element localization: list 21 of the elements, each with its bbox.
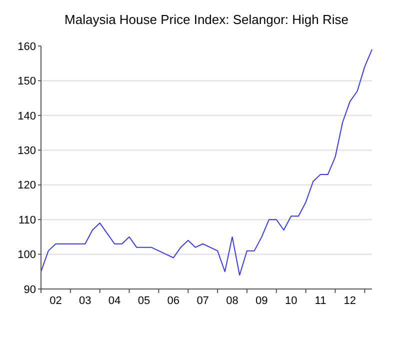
chart-title: Malaysia House Price Index: Selangor: High Rise (64, 12, 348, 27)
y-tick-label: 120 (18, 180, 36, 192)
y-tick-label: 130 (18, 144, 36, 157)
y-tick-label: 150 (18, 76, 36, 88)
x-tick-label: 10 (284, 295, 298, 307)
x-tick-label: 04 (108, 295, 121, 307)
y-tick-label: 140 (18, 110, 36, 122)
x-tick-label: 09 (256, 295, 268, 307)
y-tick-label: 100 (18, 249, 36, 262)
y-tick-label: 110 (18, 214, 36, 226)
x-tick-label: 02 (50, 295, 62, 307)
x-tick-label: 03 (79, 295, 92, 307)
x-tick-label: 12 (344, 295, 356, 307)
x-tick-label: 08 (226, 295, 238, 307)
line-series (40, 48, 372, 276)
y-tick-label: 90 (24, 284, 36, 296)
x-tick-label: 05 (138, 295, 150, 307)
x-tick-label: 11 (314, 295, 326, 307)
x-tick-label: 07 (196, 295, 209, 307)
x-tick-label: 06 (167, 295, 180, 307)
y-tick-label: 160 (18, 40, 36, 53)
